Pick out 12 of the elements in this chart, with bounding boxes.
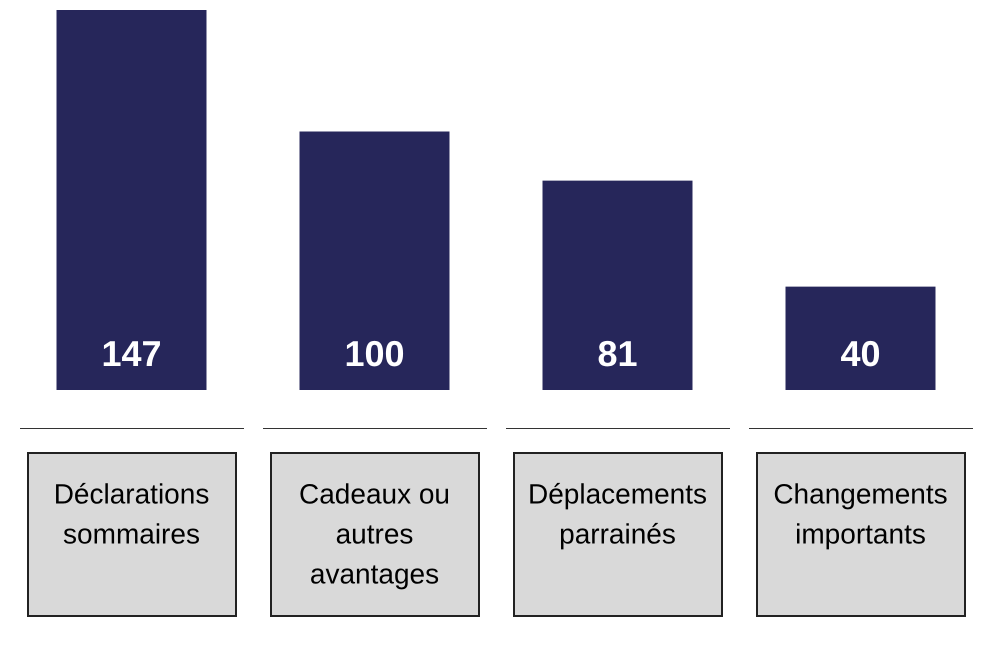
data-label: 147 — [101, 333, 162, 374]
x-tick-label: Changements importants — [773, 478, 948, 550]
data-label: 100 — [344, 333, 405, 374]
bar — [786, 286, 936, 390]
bar — [542, 180, 692, 390]
x-tick-label: Déclarations sommaires — [54, 478, 210, 550]
bar — [300, 131, 450, 390]
data-label: 81 — [597, 333, 638, 374]
x-tick-label: Déplacements parrainés — [528, 478, 707, 550]
x-tick-label: Cadeaux ou autres avantages — [298, 478, 450, 590]
data-label: 40 — [840, 333, 881, 374]
bar — [56, 10, 206, 390]
